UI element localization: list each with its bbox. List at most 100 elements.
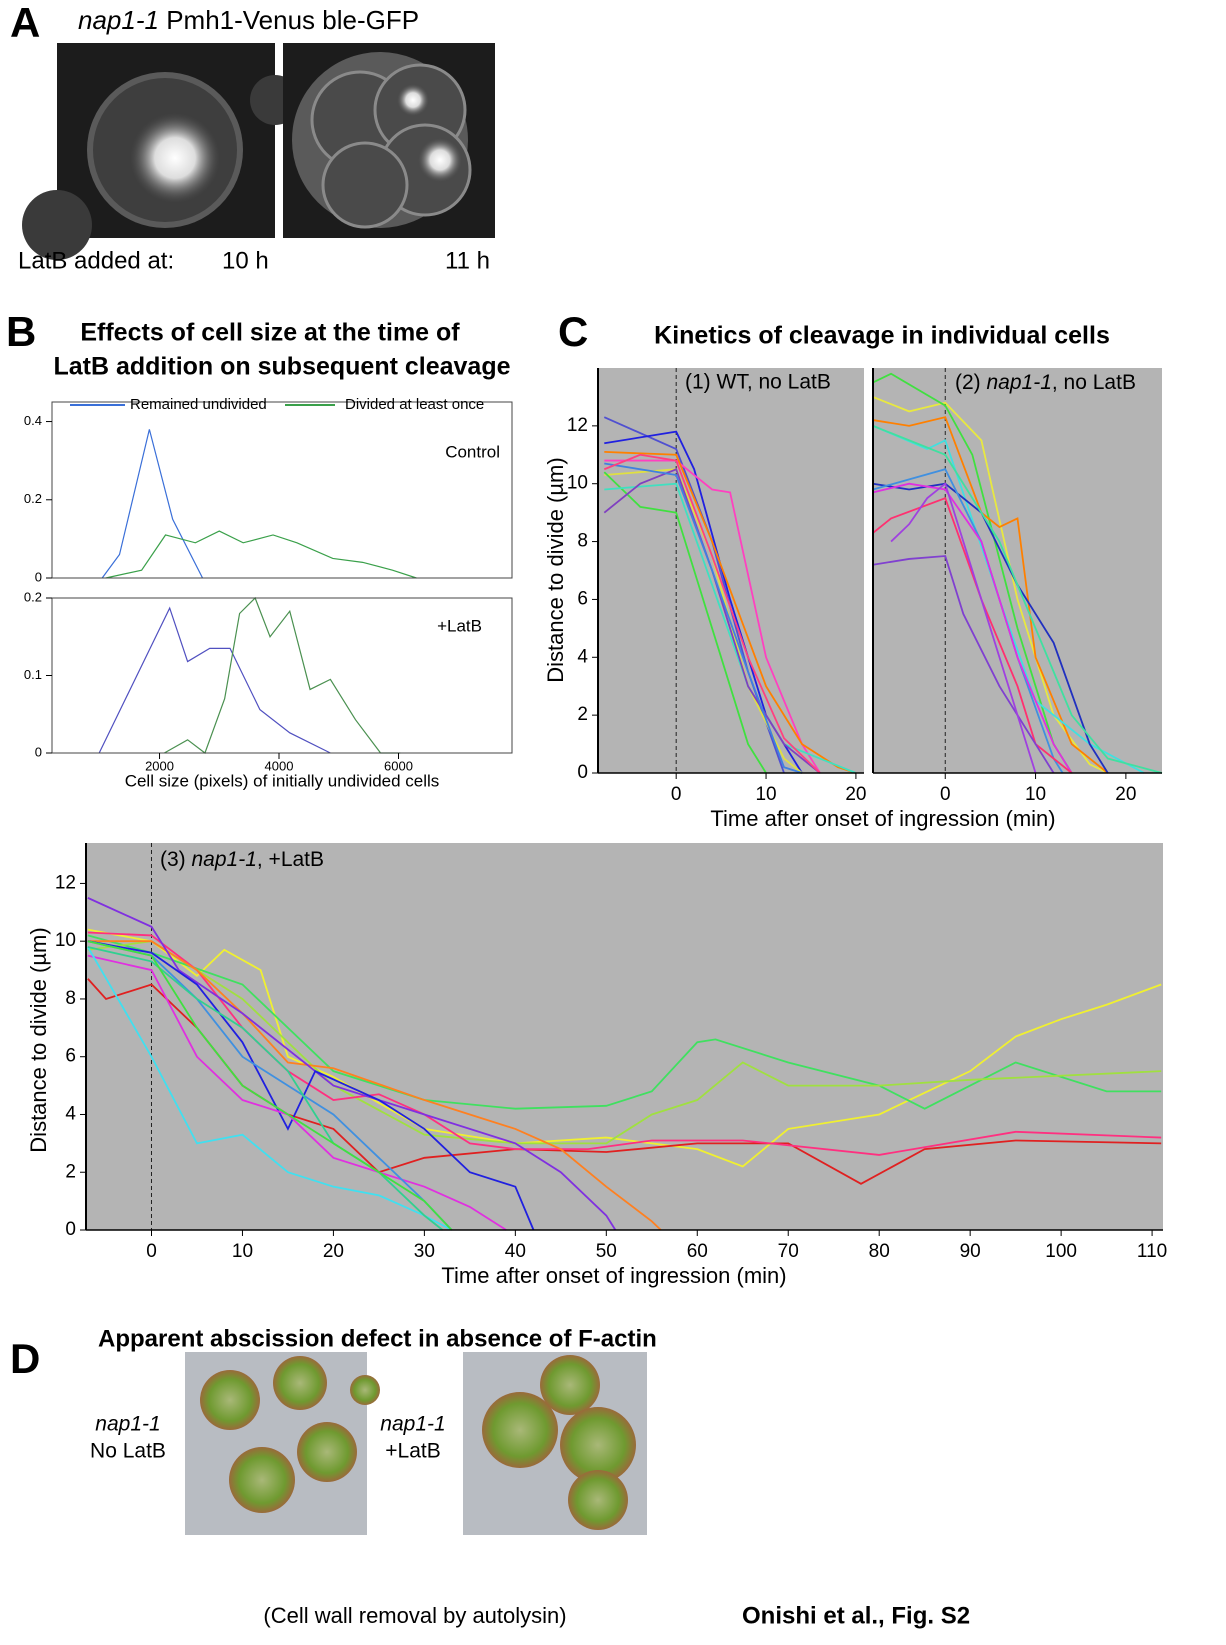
panel-label: A	[10, 0, 40, 46]
data-line	[87, 946, 453, 1231]
data-line	[87, 946, 444, 1231]
y-tick-label: 0	[35, 744, 42, 759]
x-tick-label: 20	[845, 784, 866, 805]
data-line	[872, 555, 1055, 774]
data-line	[603, 453, 821, 774]
x-tick-label: 0	[940, 784, 951, 805]
legend-label: Divided at least once	[345, 396, 484, 413]
condition-label: No LatB	[90, 1440, 166, 1463]
data-line	[87, 940, 535, 1231]
y-tick-label: 0.4	[24, 413, 42, 428]
y-tick-label: 4	[65, 1103, 76, 1124]
y-tick-label: 2	[577, 704, 588, 725]
panel-b-title: LatB addition on subsequent cleavage	[53, 353, 510, 381]
y-tick-label: 10	[55, 930, 76, 951]
plot-area	[86, 843, 1163, 1230]
x-tick-label: 30	[414, 1241, 435, 1262]
micrograph	[185, 1352, 380, 1535]
y-tick-label: 4	[577, 646, 588, 667]
y-tick-label: 10	[567, 473, 588, 494]
data-line	[87, 940, 453, 1231]
legend-label: Remained undivided	[130, 396, 267, 413]
y-tick-label: 12	[567, 415, 588, 436]
condition-label: nap1-1	[95, 1413, 160, 1436]
plot-area	[52, 402, 512, 578]
y-axis-label: Distance to divide (µm)	[543, 457, 568, 682]
data-line	[87, 928, 1162, 1168]
annotation-part: , no LatB	[1052, 371, 1136, 394]
condition-label: +LatB	[385, 1440, 440, 1463]
annotation: +LatB	[437, 616, 482, 635]
annotation-part: , +LatB	[257, 848, 324, 871]
data-line	[890, 482, 1037, 774]
micrograph	[283, 43, 495, 238]
y-tick-label: 2	[65, 1161, 76, 1182]
x-tick-label: 80	[869, 1241, 890, 1262]
micrograph	[22, 43, 300, 260]
y-tick-label: 8	[577, 531, 588, 552]
x-tick-label: 90	[960, 1241, 981, 1262]
x-tick-label: 60	[687, 1241, 708, 1262]
panel-label: D	[10, 1335, 40, 1382]
x-axis-label: Time after onset of ingression (min)	[441, 1263, 786, 1288]
data-line	[872, 416, 1109, 774]
annotation-part: nap1-1	[987, 371, 1052, 394]
data-line	[604, 462, 803, 774]
y-tick-label: 6	[577, 588, 588, 609]
annotation: Control	[445, 442, 500, 461]
data-line	[98, 606, 331, 754]
x-tick-label: 70	[778, 1241, 799, 1262]
y-tick-label: 12	[55, 872, 76, 893]
annotation-part: nap1-1	[192, 848, 257, 871]
micrograph	[463, 1352, 647, 1535]
y-tick-label: 0	[65, 1219, 76, 1240]
data-line	[87, 940, 453, 1231]
caption: LatB added at:	[18, 247, 174, 274]
title-part: Pmh1-Venus ble-GFP	[159, 5, 419, 35]
title-part: nap1-1	[78, 5, 159, 35]
plot-area	[598, 368, 864, 773]
time-label: 10 h	[222, 247, 269, 274]
x-tick-label: 50	[596, 1241, 617, 1262]
annotation: (1) WT, no LatB	[685, 371, 831, 394]
panel-d-title: Apparent abscission defect in absence of…	[98, 1325, 657, 1352]
x-axis-label: Cell size (pixels) of initially undivide…	[125, 771, 440, 790]
annotation-part: (3)	[160, 848, 192, 871]
x-tick-label: 110	[1137, 1241, 1167, 1262]
annotation: (3) nap1-1, +LatB	[160, 848, 324, 871]
data-line	[87, 978, 1162, 1185]
panel-c-title: Kinetics of cleavage in individual cells	[654, 322, 1110, 350]
x-tick-label: 6000	[384, 758, 413, 773]
x-tick-label: 40	[505, 1241, 526, 1262]
annotation: (2) nap1-1, no LatB	[955, 371, 1136, 394]
data-line	[87, 940, 1162, 1145]
x-tick-label: 20	[323, 1241, 344, 1262]
panel-label: B	[6, 308, 36, 355]
time-label: 11 h	[445, 247, 490, 274]
condition-label: nap1-1	[380, 1413, 445, 1436]
data-line	[872, 482, 1109, 774]
caption: (Cell wall removal by autolysin)	[263, 1603, 566, 1628]
plot-area	[873, 368, 1162, 773]
data-line	[87, 934, 1162, 1110]
panel-label: C	[558, 308, 588, 355]
panel-a-title: nap1-1 Pmh1-Venus ble-GFP	[78, 5, 419, 35]
data-line	[872, 396, 1109, 774]
x-tick-label: 0	[146, 1241, 157, 1262]
x-tick-label: 10	[232, 1241, 253, 1262]
data-line	[604, 450, 857, 774]
y-tick-label: 8	[65, 988, 76, 1009]
plot-frame	[51, 401, 513, 579]
x-tick-label: 4000	[265, 758, 294, 773]
x-tick-label: 100	[1045, 1241, 1077, 1262]
data-line	[872, 482, 1073, 774]
data-line	[87, 940, 662, 1231]
x-tick-label: 2000	[145, 758, 174, 773]
credit: Onishi et al., Fig. S2	[742, 1602, 970, 1629]
y-tick-label: 0	[35, 569, 42, 584]
x-tick-label: 0	[671, 784, 682, 805]
data-line	[872, 425, 1163, 774]
data-line	[105, 530, 417, 579]
annotation-part: (2)	[955, 371, 987, 394]
y-axis-label: Distance to divide (µm)	[26, 927, 51, 1152]
